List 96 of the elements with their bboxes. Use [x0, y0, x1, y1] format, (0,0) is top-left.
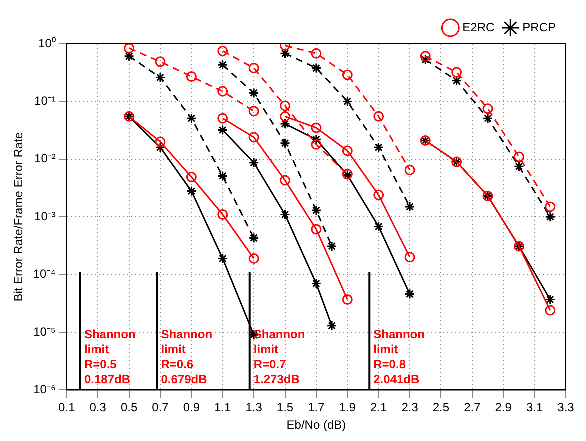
point	[218, 209, 228, 220]
y-axis-title: Bit Error Rate/Frame Error Rate	[12, 132, 26, 302]
x-tick-label: 2.3	[402, 400, 419, 415]
point	[482, 104, 494, 114]
y-tick-label: 10⁻⁵	[34, 324, 56, 339]
point	[452, 67, 462, 78]
point	[218, 171, 228, 182]
point	[218, 113, 228, 124]
legend-label: PRCP	[522, 20, 556, 34]
point	[342, 294, 353, 305]
point	[514, 161, 524, 172]
point	[218, 60, 228, 70]
point	[311, 134, 322, 145]
point	[514, 152, 524, 162]
y-tick-label: 10⁻²	[34, 152, 56, 166]
point	[248, 158, 260, 168]
ref-line-label: Shannon limit R=0.6 0.679dB	[161, 328, 213, 387]
y-tick-label: 10⁻⁴	[33, 267, 56, 282]
y-tick-label: 10⁰	[38, 36, 56, 50]
point	[280, 111, 291, 122]
ref-line-label: Shannon limit R=0.5 0.187dB	[84, 328, 136, 387]
y-tick-label: 10⁻³	[34, 209, 56, 224]
x-tick-label: 1.5	[276, 400, 294, 415]
point	[311, 224, 322, 235]
point	[186, 186, 197, 197]
point	[248, 106, 260, 117]
x-tick-label: 0.7	[152, 400, 170, 415]
point	[326, 320, 338, 332]
point	[311, 122, 322, 134]
point	[311, 48, 322, 59]
point	[218, 86, 228, 97]
point	[124, 44, 135, 54]
point	[404, 202, 416, 212]
point	[280, 175, 291, 186]
x-tick-label: 0.9	[183, 400, 200, 415]
point	[248, 253, 260, 264]
point	[218, 253, 228, 264]
point	[342, 70, 353, 80]
point	[342, 96, 353, 107]
point	[482, 113, 494, 124]
y-tick-label: 10⁻¹	[34, 94, 56, 108]
point	[374, 190, 384, 200]
x-tick-label: 1.9	[339, 400, 356, 415]
point	[280, 118, 291, 130]
x-tick-label: 1.3	[246, 400, 263, 415]
point	[218, 46, 228, 56]
point	[452, 76, 462, 86]
x-tick-label: 0.1	[58, 400, 76, 415]
point	[311, 62, 322, 74]
ref-line-label: Shannon limit R=0.8 2.041dB	[374, 328, 425, 387]
point	[280, 209, 291, 220]
point	[218, 125, 228, 136]
point	[404, 252, 416, 263]
y-tick-label: 10⁻⁶	[34, 382, 56, 397]
x-tick-label: 1.7	[308, 400, 326, 415]
point	[248, 132, 260, 143]
point	[374, 142, 384, 153]
point	[326, 241, 338, 252]
point	[311, 205, 322, 216]
point	[155, 136, 166, 148]
point	[280, 138, 291, 149]
x-tick-label: 2.7	[464, 400, 482, 415]
x-tick-label: 1.1	[214, 400, 232, 415]
point	[155, 72, 166, 84]
point	[342, 146, 353, 156]
point	[374, 222, 384, 232]
point	[545, 212, 556, 222]
point	[404, 289, 416, 300]
point	[545, 202, 556, 212]
point	[420, 51, 431, 62]
x-tick-label: 0.3	[90, 400, 107, 415]
x-axis-title: Eb/No (dB)	[286, 418, 346, 432]
point	[248, 62, 260, 74]
x-tick-label: 2.1	[370, 400, 388, 415]
point	[248, 233, 260, 244]
x-tick-label: 2.5	[432, 400, 450, 415]
point	[186, 72, 197, 82]
point	[248, 88, 260, 99]
point	[420, 54, 431, 66]
x-tick-label: 3.1	[526, 400, 544, 415]
point	[186, 172, 197, 183]
point	[404, 164, 416, 176]
legend-label: E2RC	[462, 20, 495, 34]
point	[311, 139, 322, 150]
point	[280, 100, 291, 112]
point	[374, 111, 384, 122]
x-tick-label: 3.3	[558, 400, 575, 415]
point	[311, 278, 322, 289]
point	[280, 48, 291, 59]
point	[124, 51, 135, 62]
point	[155, 142, 166, 153]
point	[545, 294, 556, 305]
point	[186, 113, 197, 124]
point	[155, 56, 166, 68]
x-tick-label: 0.5	[120, 400, 138, 415]
x-tick-label: 2.9	[495, 400, 512, 415]
